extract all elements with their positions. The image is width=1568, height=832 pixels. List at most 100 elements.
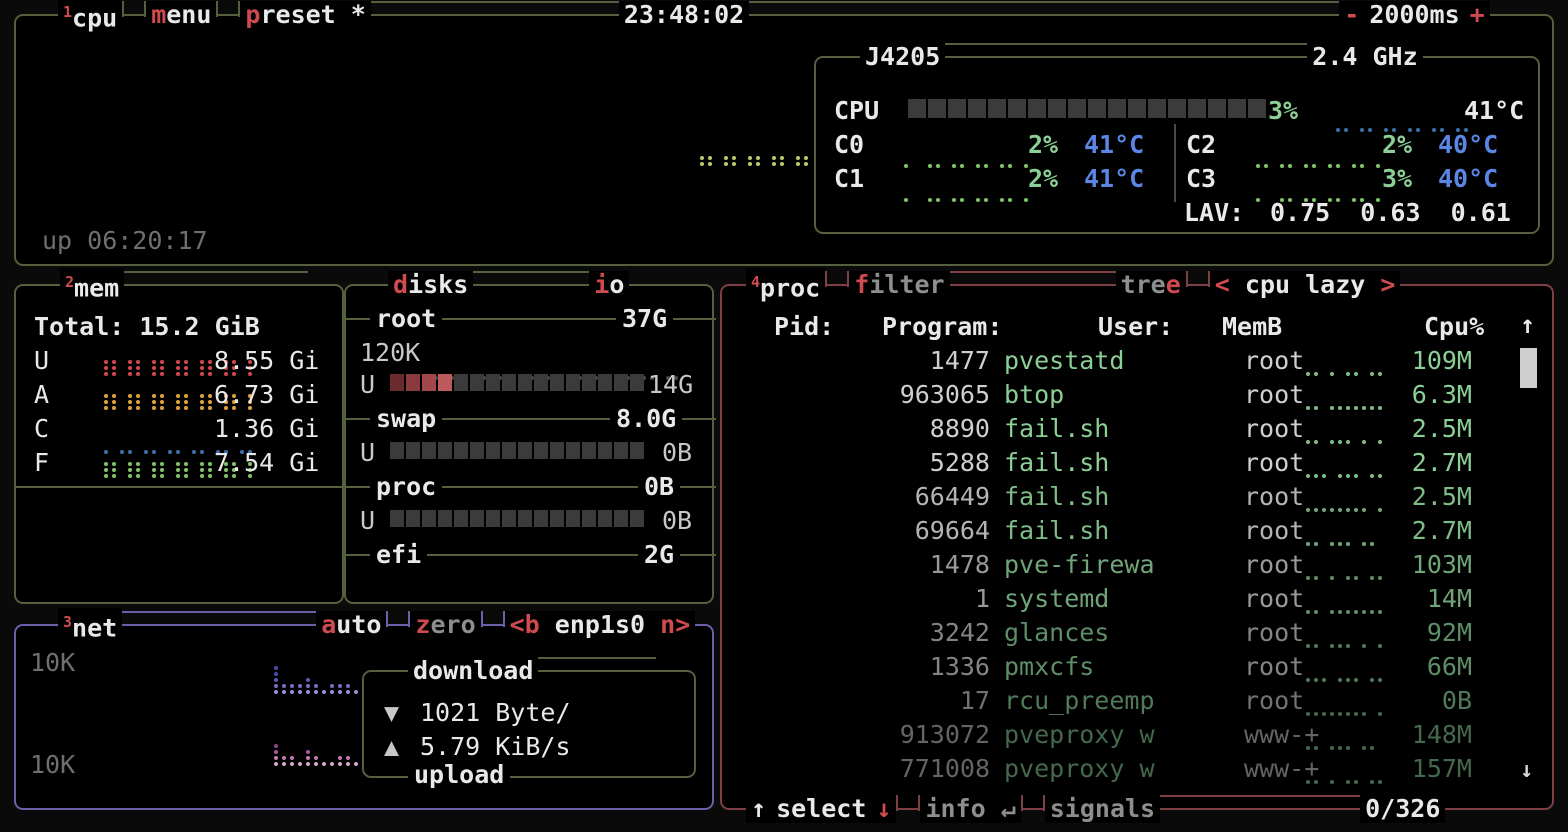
mem-panel: 2mem Total: 15.2 GiB U 8.55 Gi A 6.73 Gi… — [14, 267, 346, 604]
column-header-program[interactable]: Program: — [882, 312, 1003, 341]
footer-separator-2 — [1020, 795, 1045, 811]
mem-panel-title[interactable]: 2mem — [60, 267, 125, 303]
table-row[interactable]: 1systemdroot14M0.0 — [722, 586, 1512, 620]
proc-title-text: proc — [760, 273, 821, 303]
net-auto-toggle[interactable]: auto — [316, 611, 387, 639]
sort-prev-button[interactable]: < — [1214, 270, 1230, 299]
info-button[interactable]: info ↵ — [920, 795, 1021, 823]
title-separator-1 — [122, 1, 147, 17]
process-name: pmxcfs — [1004, 652, 1095, 681]
proc-tree-toggle[interactable]: tree — [1115, 271, 1186, 299]
mem-title-text: mem — [74, 273, 120, 303]
cpu-freq-label: 2.4 GHz — [1307, 43, 1423, 71]
cpu-title-text: cpu — [72, 3, 118, 33]
process-mem: 6.3M — [1411, 380, 1472, 409]
process-user: root — [1244, 380, 1305, 409]
cpu-total-temp: 41°C — [1464, 96, 1525, 125]
net-upload-label: upload — [408, 762, 511, 788]
disks-panel-title[interactable]: disks — [388, 271, 474, 299]
table-row[interactable]: 3242glancesroot92M0.0 — [722, 620, 1512, 654]
process-cpu-graph — [1306, 706, 1386, 716]
column-header-pid[interactable]: Pid: — [774, 312, 835, 341]
net-interface-name: enp1s0 — [554, 610, 646, 639]
process-user: www-+ — [1244, 720, 1320, 749]
upload-arrow-icon: ▲ — [384, 732, 400, 761]
proc-scrollbar[interactable] — [1520, 348, 1537, 778]
net-next-button[interactable]: n> — [660, 610, 691, 639]
process-user: www-+ — [1244, 754, 1320, 783]
core-graph-3 — [1256, 180, 1384, 202]
menu-button[interactable]: menu — [146, 1, 217, 29]
process-mem: 109M — [1411, 346, 1472, 375]
sort-next-button[interactable]: > — [1380, 270, 1396, 299]
process-mem: 2.5M — [1411, 482, 1472, 511]
proc-panel-title[interactable]: 4proc — [746, 267, 826, 303]
title-separator-proc-2 — [1185, 271, 1210, 287]
preset-button[interactable]: preset * — [240, 1, 371, 29]
cpu-panel-title[interactable]: 1cpu — [58, 0, 123, 33]
process-user: root — [1244, 618, 1305, 647]
core-graph-0 — [904, 146, 1032, 168]
proc-sort-selector[interactable]: < cpu lazy > — [1209, 270, 1401, 299]
update-increase-button[interactable]: + — [1464, 1, 1490, 29]
core-percent-1: 2% — [1028, 164, 1059, 193]
net-zero-toggle[interactable]: zero — [410, 611, 481, 639]
title-separator-2 — [216, 1, 241, 17]
process-cpu-graph — [1306, 400, 1386, 410]
process-cpu-graph — [1306, 774, 1386, 784]
scroll-down-arrow[interactable]: ↓ — [1520, 758, 1534, 783]
column-header-mem[interactable]: MemB — [1222, 312, 1283, 341]
net-panel-title[interactable]: 3net — [58, 607, 123, 643]
cpu-panel: 1cpu menu preset * 23:48:02 - 2000ms + u… — [14, 0, 1554, 266]
disk-name-0: root — [370, 306, 443, 332]
disks-io-toggle[interactable]: io — [589, 271, 630, 299]
process-user: root — [1244, 414, 1305, 443]
update-decrease-button[interactable]: - — [1339, 1, 1365, 29]
net-download-label: download — [408, 657, 539, 685]
process-name: fail.sh — [1004, 448, 1110, 477]
net-prev-button[interactable]: <b — [509, 610, 540, 639]
mem-row-key-2: C — [34, 414, 50, 443]
proc-scrollbar-thumb[interactable] — [1520, 348, 1537, 388]
process-pid: 1477 — [929, 346, 990, 375]
column-header-cpu[interactable]: Cpu% — [1424, 312, 1485, 341]
process-name: glances — [1004, 618, 1110, 647]
table-row[interactable]: 1336pmxcfsroot66M0.0 — [722, 654, 1512, 688]
proc-sort-label: cpu lazy — [1244, 270, 1366, 299]
process-name: pvestatd — [1004, 346, 1125, 375]
table-row[interactable]: 1477pvestatdroot109M0.0 — [722, 348, 1512, 382]
process-cpu-graph — [1306, 672, 1386, 682]
mem-row-key-3: F — [34, 448, 50, 477]
process-pid: 5288 — [929, 448, 990, 477]
process-user: root — [1244, 686, 1305, 715]
cpu-total-percent: 3% — [1268, 96, 1299, 125]
signals-button[interactable]: signals — [1044, 795, 1161, 823]
disk-size-0: 37G — [616, 306, 674, 332]
select-up-arrow[interactable]: ↑ — [746, 795, 772, 823]
net-interface-selector[interactable]: <b enp1s0 n> — [504, 610, 696, 639]
disk-name-3: efi — [370, 542, 428, 568]
process-name: fail.sh — [1004, 414, 1110, 443]
cpu-model-label: J4205 — [860, 43, 946, 71]
process-cpu-graph — [1306, 536, 1386, 546]
proc-filter-input[interactable]: filter — [849, 271, 950, 299]
mem-row-key-0: U — [34, 346, 50, 375]
process-pid: 8890 — [929, 414, 990, 443]
net-download-value: 1021 Byte/ — [420, 698, 571, 727]
process-pid: 69664 — [914, 516, 990, 545]
select-down-arrow[interactable]: ↓ — [871, 795, 897, 823]
process-pid: 1336 — [929, 652, 990, 681]
column-header-user[interactable]: User: — [1098, 312, 1174, 341]
mem-row-value-2: 1.36 Gi — [214, 414, 320, 443]
process-cpu-graph — [1306, 502, 1386, 512]
sort-direction-arrow[interactable]: ↑ — [1520, 310, 1536, 339]
